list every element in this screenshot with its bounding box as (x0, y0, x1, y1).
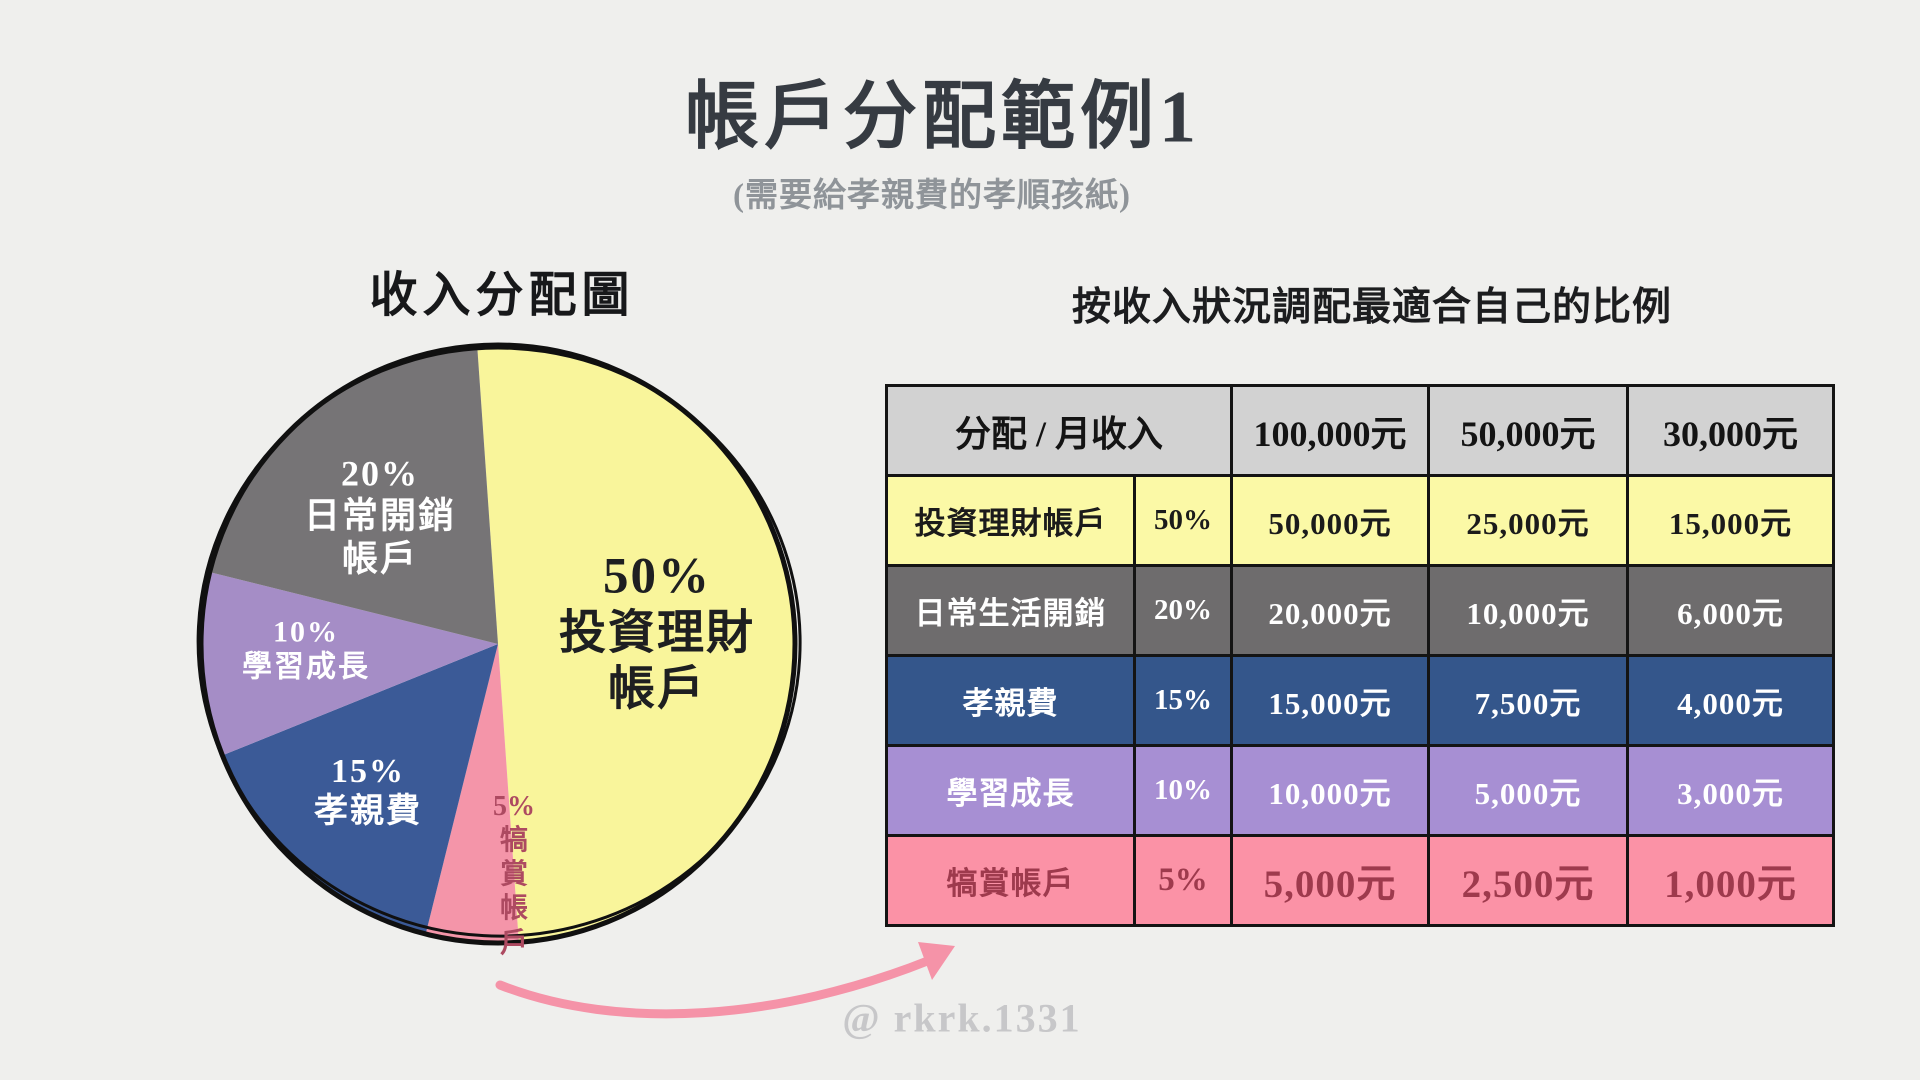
table-row-4-value-1: 2,500元 (1430, 837, 1626, 924)
pie-slice-learning (200, 572, 499, 756)
table-header-allocation: 分配 / 月收入 (888, 387, 1230, 474)
table-row-3-value-2: 3,000元 (1629, 747, 1832, 834)
table-row-0-value-1: 25,000元 (1430, 477, 1626, 564)
pie-label-learning-line2: 學習成長 (242, 651, 370, 684)
table-row-2-pct: 15% (1136, 657, 1230, 744)
table-row-3-label: 學習成長 (888, 747, 1133, 834)
pie-label-filial-pct: 15% (331, 752, 405, 790)
table-header-income-2: 30,000元 (1629, 387, 1832, 474)
table-header-income-1: 50,000元 (1430, 387, 1626, 474)
pie-sketch-border-outer (198, 342, 798, 946)
table-row-1-label: 日常生活開銷 (888, 567, 1133, 654)
pie-label-filial-line2: 孝親費 (314, 793, 422, 830)
pie-label-invest-pct: 50% (603, 548, 711, 605)
page-title: 帳戶分配範例1 (685, 76, 1201, 159)
pie-label-reward-pct: 5% (493, 791, 535, 822)
income-allocation-pie-chart (196, 342, 802, 946)
table-header-income-0: 100,000元 (1233, 387, 1427, 474)
pie-label-reward: 5% 犒賞帳戶 (493, 790, 535, 961)
table-row-4-label: 犒賞帳戶 (888, 837, 1133, 924)
pie-label-invest-line2: 投資理財 (559, 607, 755, 660)
table-row-4-pct: 5% (1136, 837, 1230, 924)
pie-label-invest-line3: 帳戶 (608, 663, 706, 716)
allocation-table: 分配 / 月收入 100,000元 50,000元 30,000元 投資理財帳戶 50% 5… (885, 384, 1835, 927)
table-row-4-value-0: 5,000元 (1233, 837, 1427, 924)
pie-slices-group (200, 346, 796, 942)
table-row-1-value-1: 10,000元 (1430, 567, 1626, 654)
pie-label-reward-vertical: 犒賞帳戶 (499, 825, 528, 959)
table-row-0-pct: 50% (1136, 477, 1230, 564)
pie-label-daily-line2: 日常開銷 (303, 495, 457, 536)
table-row-2-value-1: 7,500元 (1430, 657, 1626, 744)
table-row-0-value-0: 50,000元 (1233, 477, 1427, 564)
table-row-3-pct: 10% (1136, 747, 1230, 834)
pie-slice-reward (426, 644, 519, 942)
pie-label-daily-line3: 帳戶 (341, 538, 419, 579)
pie-label-learning: 10% 學習成長 (242, 615, 370, 686)
pie-chart-title: 收入分配圖 (369, 269, 635, 322)
pie-label-daily-pct: 20% (340, 453, 419, 494)
arrow-head (918, 942, 955, 980)
table-row-1-value-0: 20,000元 (1233, 567, 1427, 654)
table-heading: 按收入狀況調配最適合自己的比例 (1071, 286, 1673, 329)
arrow-curve (495, 955, 935, 1019)
table-row-1-pct: 20% (1136, 567, 1230, 654)
pie-label-daily: 20% 日常開銷 帳戶 (304, 452, 456, 579)
table-row-3-value-0: 10,000元 (1233, 747, 1427, 834)
table-row-2-label: 孝親費 (888, 657, 1133, 744)
page-subtitle: (需要給孝親費的孝順孩紙) (733, 178, 1131, 214)
table-row-2-value-0: 15,000元 (1233, 657, 1427, 744)
watermark-handle: @ rkrk.1331 (842, 995, 1082, 1041)
table-row-0-value-2: 15,000元 (1629, 477, 1832, 564)
pie-slice-filial (222, 644, 498, 933)
pie-sketch-border-inner (196, 346, 802, 938)
pie-label-learning-pct: 10% (273, 615, 339, 649)
pie-label-filial: 15% 孝親費 (314, 752, 422, 832)
table-row-1-value-2: 6,000元 (1629, 567, 1832, 654)
pie-label-invest: 50% 投資理財 帳戶 (559, 546, 755, 717)
pie-slice-invest (477, 346, 796, 941)
table-row-3-value-1: 5,000元 (1430, 747, 1626, 834)
arrow-pie-to-table (495, 942, 955, 1019)
table-row-2-value-2: 4,000元 (1629, 657, 1832, 744)
pie-slice-daily (209, 347, 499, 644)
table-row-4-value-2: 1,000元 (1629, 837, 1832, 924)
table-row-0-label: 投資理財帳戶 (888, 477, 1133, 564)
